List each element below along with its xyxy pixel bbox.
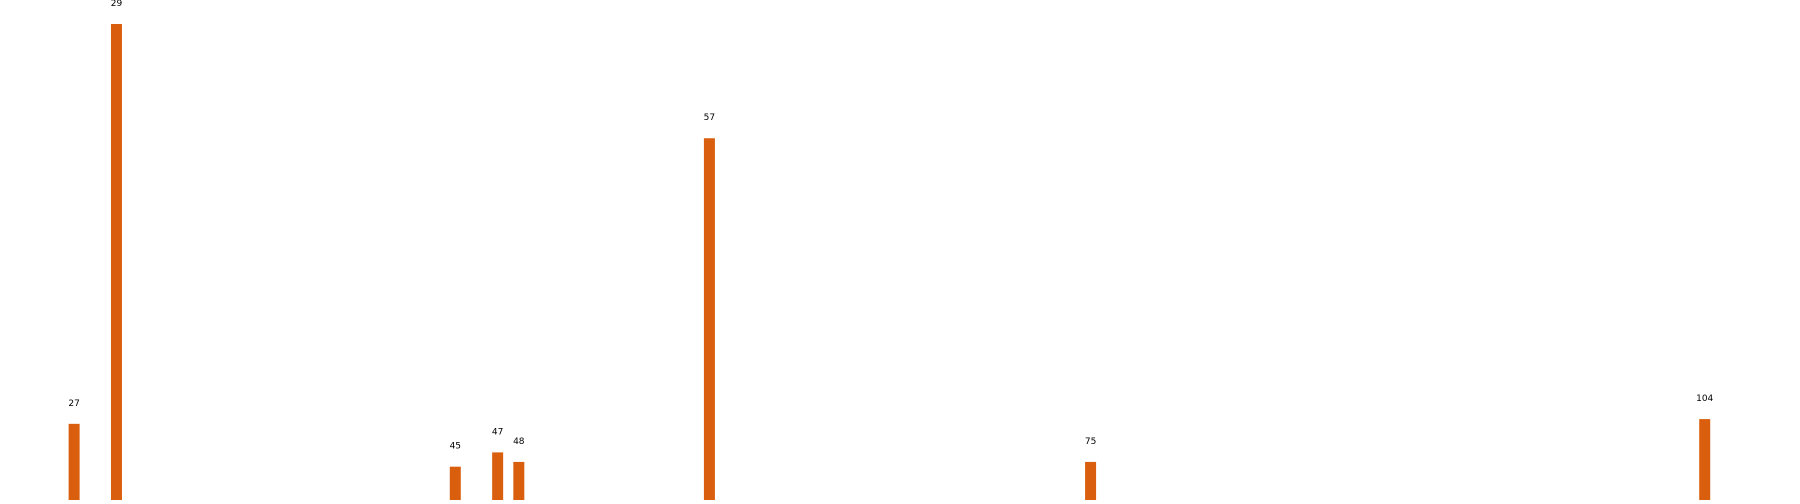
data-label-75: 75 bbox=[1085, 437, 1096, 447]
bar-57 bbox=[703, 138, 715, 501]
bar-104 bbox=[1699, 419, 1711, 500]
data-label-47: 47 bbox=[492, 427, 503, 437]
data-label-45: 45 bbox=[450, 442, 461, 452]
bar-47 bbox=[492, 452, 504, 500]
bar-series bbox=[68, 24, 1711, 501]
data-label-104: 104 bbox=[1696, 394, 1713, 404]
bar-48 bbox=[513, 461, 525, 500]
bar-75 bbox=[1085, 461, 1097, 500]
bar-45 bbox=[449, 466, 461, 500]
bar-27 bbox=[68, 423, 80, 500]
data-label-29: 29 bbox=[111, 0, 123, 9]
bar-29 bbox=[110, 24, 122, 500]
data-label-57: 57 bbox=[704, 113, 715, 123]
data-label-27: 27 bbox=[68, 399, 79, 409]
data-label-48: 48 bbox=[513, 437, 525, 447]
data-label-group: 27 29 45 47 48 57 75 104 bbox=[68, 0, 1713, 452]
